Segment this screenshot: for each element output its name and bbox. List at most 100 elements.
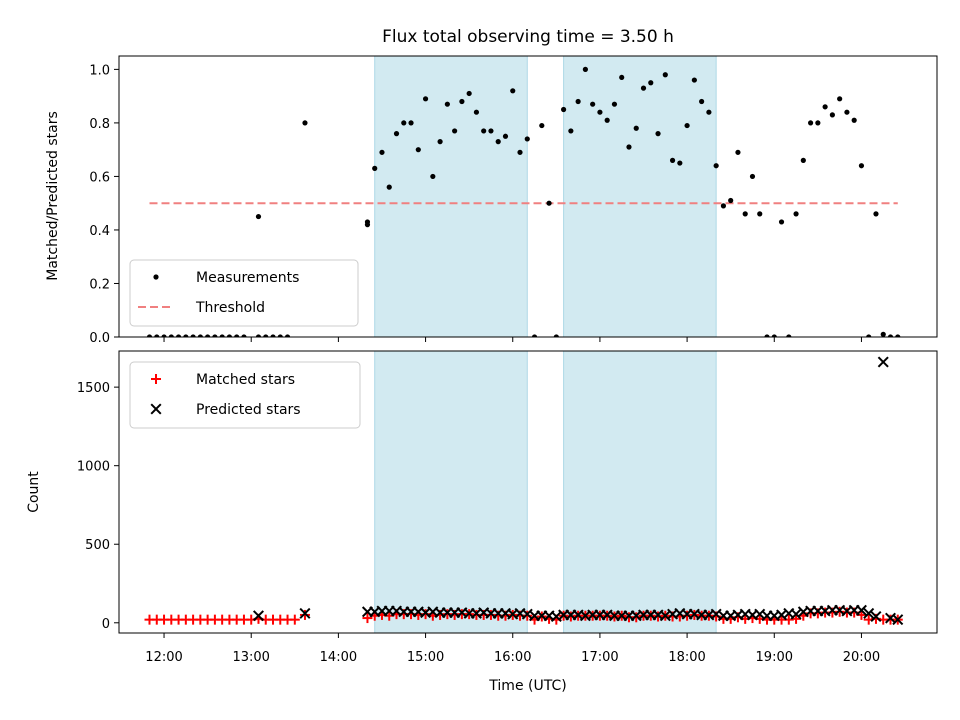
measurements-point bbox=[255, 213, 262, 220]
matched-stars-point bbox=[362, 613, 373, 624]
x-tick-label: 20:00 bbox=[843, 650, 880, 665]
predicted-stars-point bbox=[790, 608, 802, 620]
measurements-point bbox=[815, 120, 821, 126]
y-tick-label: 0.6 bbox=[89, 170, 110, 185]
x-tick-label: 18:00 bbox=[668, 650, 705, 665]
measurements-point bbox=[764, 334, 770, 337]
marker-stroke bbox=[797, 606, 809, 618]
predicted-stars-point bbox=[252, 610, 264, 622]
measurements-point bbox=[568, 128, 574, 134]
measurements-point bbox=[161, 334, 167, 337]
marker-stroke bbox=[776, 609, 788, 621]
marker-stroke bbox=[630, 610, 642, 622]
legend-panel-1: Measurements Threshold bbox=[129, 259, 359, 327]
measurements-point bbox=[880, 331, 886, 337]
legend-matched-stars-swatch bbox=[151, 374, 161, 384]
measurements-point bbox=[604, 117, 610, 123]
top-y-axis-label: Matched/Predicted stars bbox=[45, 111, 61, 281]
measurements-point bbox=[691, 77, 697, 83]
measurements-point bbox=[844, 109, 850, 115]
x-tick-label: 14:00 bbox=[320, 650, 357, 665]
legend-label: Measurements bbox=[196, 270, 299, 286]
marker-stroke bbox=[855, 604, 867, 616]
measurements-point bbox=[452, 128, 458, 134]
measurements-point bbox=[619, 74, 625, 81]
measurements-point bbox=[154, 334, 160, 337]
measurements-point bbox=[822, 104, 828, 110]
measurements-point bbox=[887, 334, 894, 337]
observing-window-1 bbox=[374, 56, 528, 337]
measurements-point bbox=[553, 334, 559, 337]
marker-stroke bbox=[877, 356, 889, 368]
measurements-point bbox=[829, 112, 835, 118]
marker-stroke bbox=[732, 609, 744, 621]
measurements-point bbox=[735, 149, 741, 155]
measurements-point bbox=[197, 334, 203, 337]
measurements-point bbox=[699, 98, 705, 105]
observing-window-1 bbox=[374, 351, 528, 633]
measurements-point bbox=[488, 128, 494, 134]
measurements-point bbox=[655, 131, 661, 137]
measurements-point bbox=[793, 211, 799, 217]
measurements-point bbox=[284, 334, 291, 337]
measurements-point bbox=[626, 144, 632, 150]
measurements-point bbox=[560, 106, 567, 113]
marker-stroke bbox=[870, 610, 882, 623]
measurements-point bbox=[168, 334, 174, 337]
measurements-point bbox=[662, 72, 668, 78]
measurements-point bbox=[648, 80, 654, 86]
chart-title: Flux total observing time = 3.50 h bbox=[382, 27, 674, 47]
measurements-point bbox=[749, 173, 756, 180]
legend-box bbox=[129, 361, 361, 429]
measurements-point bbox=[481, 128, 487, 134]
marker-stroke bbox=[299, 607, 311, 619]
legend-panel-2: Matched stars Predicted stars bbox=[129, 361, 361, 429]
measurements-point bbox=[219, 334, 225, 337]
y-tick-label: 0.8 bbox=[89, 117, 110, 132]
x-tick-label: 12:00 bbox=[145, 650, 182, 665]
legend-box bbox=[129, 259, 359, 327]
legend-measurements-swatch bbox=[153, 274, 159, 280]
measurements-point bbox=[364, 222, 371, 228]
measurements-point bbox=[510, 88, 516, 94]
measurements-point bbox=[895, 334, 901, 337]
measurements-point bbox=[401, 120, 407, 126]
predicted-stars-point bbox=[877, 356, 889, 368]
measurements-point bbox=[379, 149, 385, 155]
predicted-stars-point bbox=[863, 607, 875, 619]
measurements-point bbox=[640, 85, 647, 91]
measurements-point bbox=[590, 101, 596, 107]
y-tick-label: 0 bbox=[102, 617, 110, 632]
observing-window-2 bbox=[563, 351, 717, 633]
measurements-point bbox=[495, 139, 501, 145]
measurements-point bbox=[302, 120, 308, 126]
measurements-point bbox=[234, 334, 240, 337]
marker-stroke bbox=[369, 606, 381, 618]
marker-stroke bbox=[579, 610, 591, 622]
measurements-point bbox=[684, 122, 690, 129]
x-axis-label: Time (UTC) bbox=[488, 678, 566, 694]
marker-stroke bbox=[725, 610, 737, 622]
measurements-point bbox=[255, 334, 262, 337]
observing-window-2 bbox=[563, 56, 717, 337]
measurements-point bbox=[205, 334, 211, 337]
predicted-stars-point bbox=[299, 607, 311, 619]
measurements-point bbox=[175, 334, 182, 337]
marker-stroke bbox=[550, 610, 562, 623]
measurements-point bbox=[212, 334, 218, 337]
measurements-point bbox=[771, 334, 777, 337]
measurements-point bbox=[546, 200, 552, 206]
marker-stroke bbox=[507, 608, 519, 620]
y-tick-label: 0.4 bbox=[89, 224, 110, 239]
marker-stroke bbox=[150, 403, 162, 415]
measurements-point bbox=[444, 101, 450, 107]
marker-stroke bbox=[667, 608, 679, 620]
measurements-point bbox=[241, 334, 247, 337]
measurements-point bbox=[531, 334, 538, 337]
measurements-point bbox=[270, 334, 276, 337]
measurements-point bbox=[757, 211, 763, 217]
measurements-point bbox=[393, 131, 400, 137]
y-tick-label: 1.0 bbox=[89, 63, 110, 78]
x-tick-label: 16:00 bbox=[494, 650, 531, 665]
